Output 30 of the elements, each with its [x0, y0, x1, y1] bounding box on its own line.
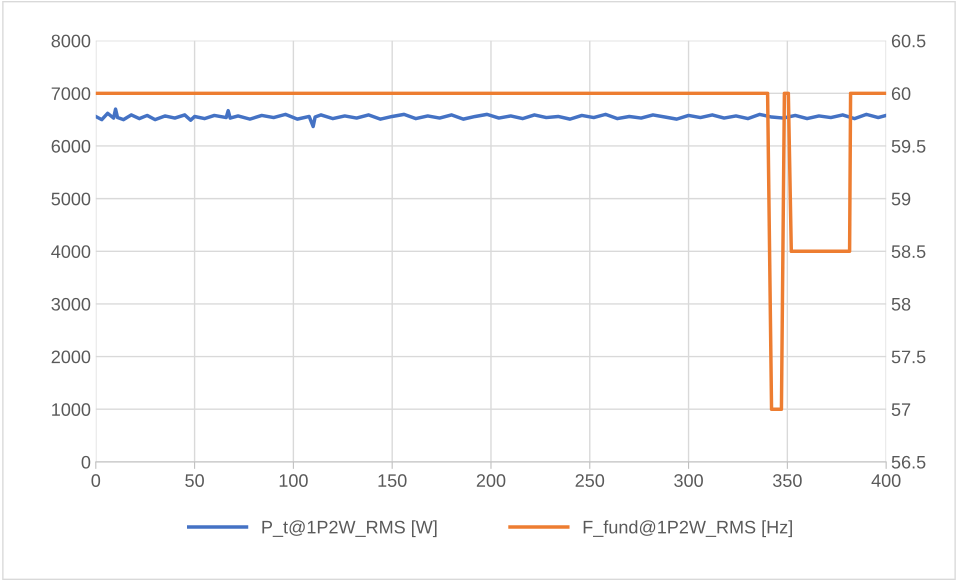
y-tick-label: 3000 — [51, 298, 90, 311]
y2-tick-label: 57 — [892, 403, 910, 416]
y-tick-label: 0 — [82, 456, 90, 469]
x-tick-label: 150 — [378, 474, 407, 487]
y-tick-label: 5000 — [52, 192, 90, 206]
y-tick-label: 8000 — [52, 34, 90, 48]
y2-tick-label: 58.5 — [892, 245, 926, 258]
y2-tick-label: 58 — [892, 298, 910, 311]
y-tick-label: 6000 — [52, 140, 90, 153]
y2-tick-label: 57.5 — [892, 350, 926, 364]
x-tick-label: 300 — [674, 474, 703, 487]
x-tick-label: 100 — [280, 474, 308, 487]
y2-tick-label: 60.5 — [892, 34, 926, 48]
x-tick-label: 350 — [772, 474, 802, 487]
y2-tick-label: 60 — [892, 87, 910, 100]
y2-tick-label: 59 — [892, 192, 910, 206]
y-tick-label: 1000 — [52, 403, 90, 416]
legend-label: F_fund@1P2W_RMS [Hz] — [584, 520, 792, 538]
line-series — [96, 107, 886, 128]
x-tick-label: 50 — [185, 474, 204, 487]
x-tick-label: 200 — [476, 474, 506, 487]
x-tick-label: 400 — [872, 474, 901, 487]
legend-label: P_t@1P2W_RMS [W] — [262, 520, 437, 538]
x-tick-label: 0 — [91, 474, 100, 487]
y-tick-label: 2000 — [52, 350, 90, 364]
y-tick-label: 4000 — [51, 245, 90, 258]
y2-tick-label: 56.5 — [892, 456, 926, 469]
x-tick-label: 250 — [576, 474, 604, 487]
y-tick-label: 7000 — [52, 87, 90, 100]
y2-tick-label: 59.5 — [892, 140, 926, 153]
